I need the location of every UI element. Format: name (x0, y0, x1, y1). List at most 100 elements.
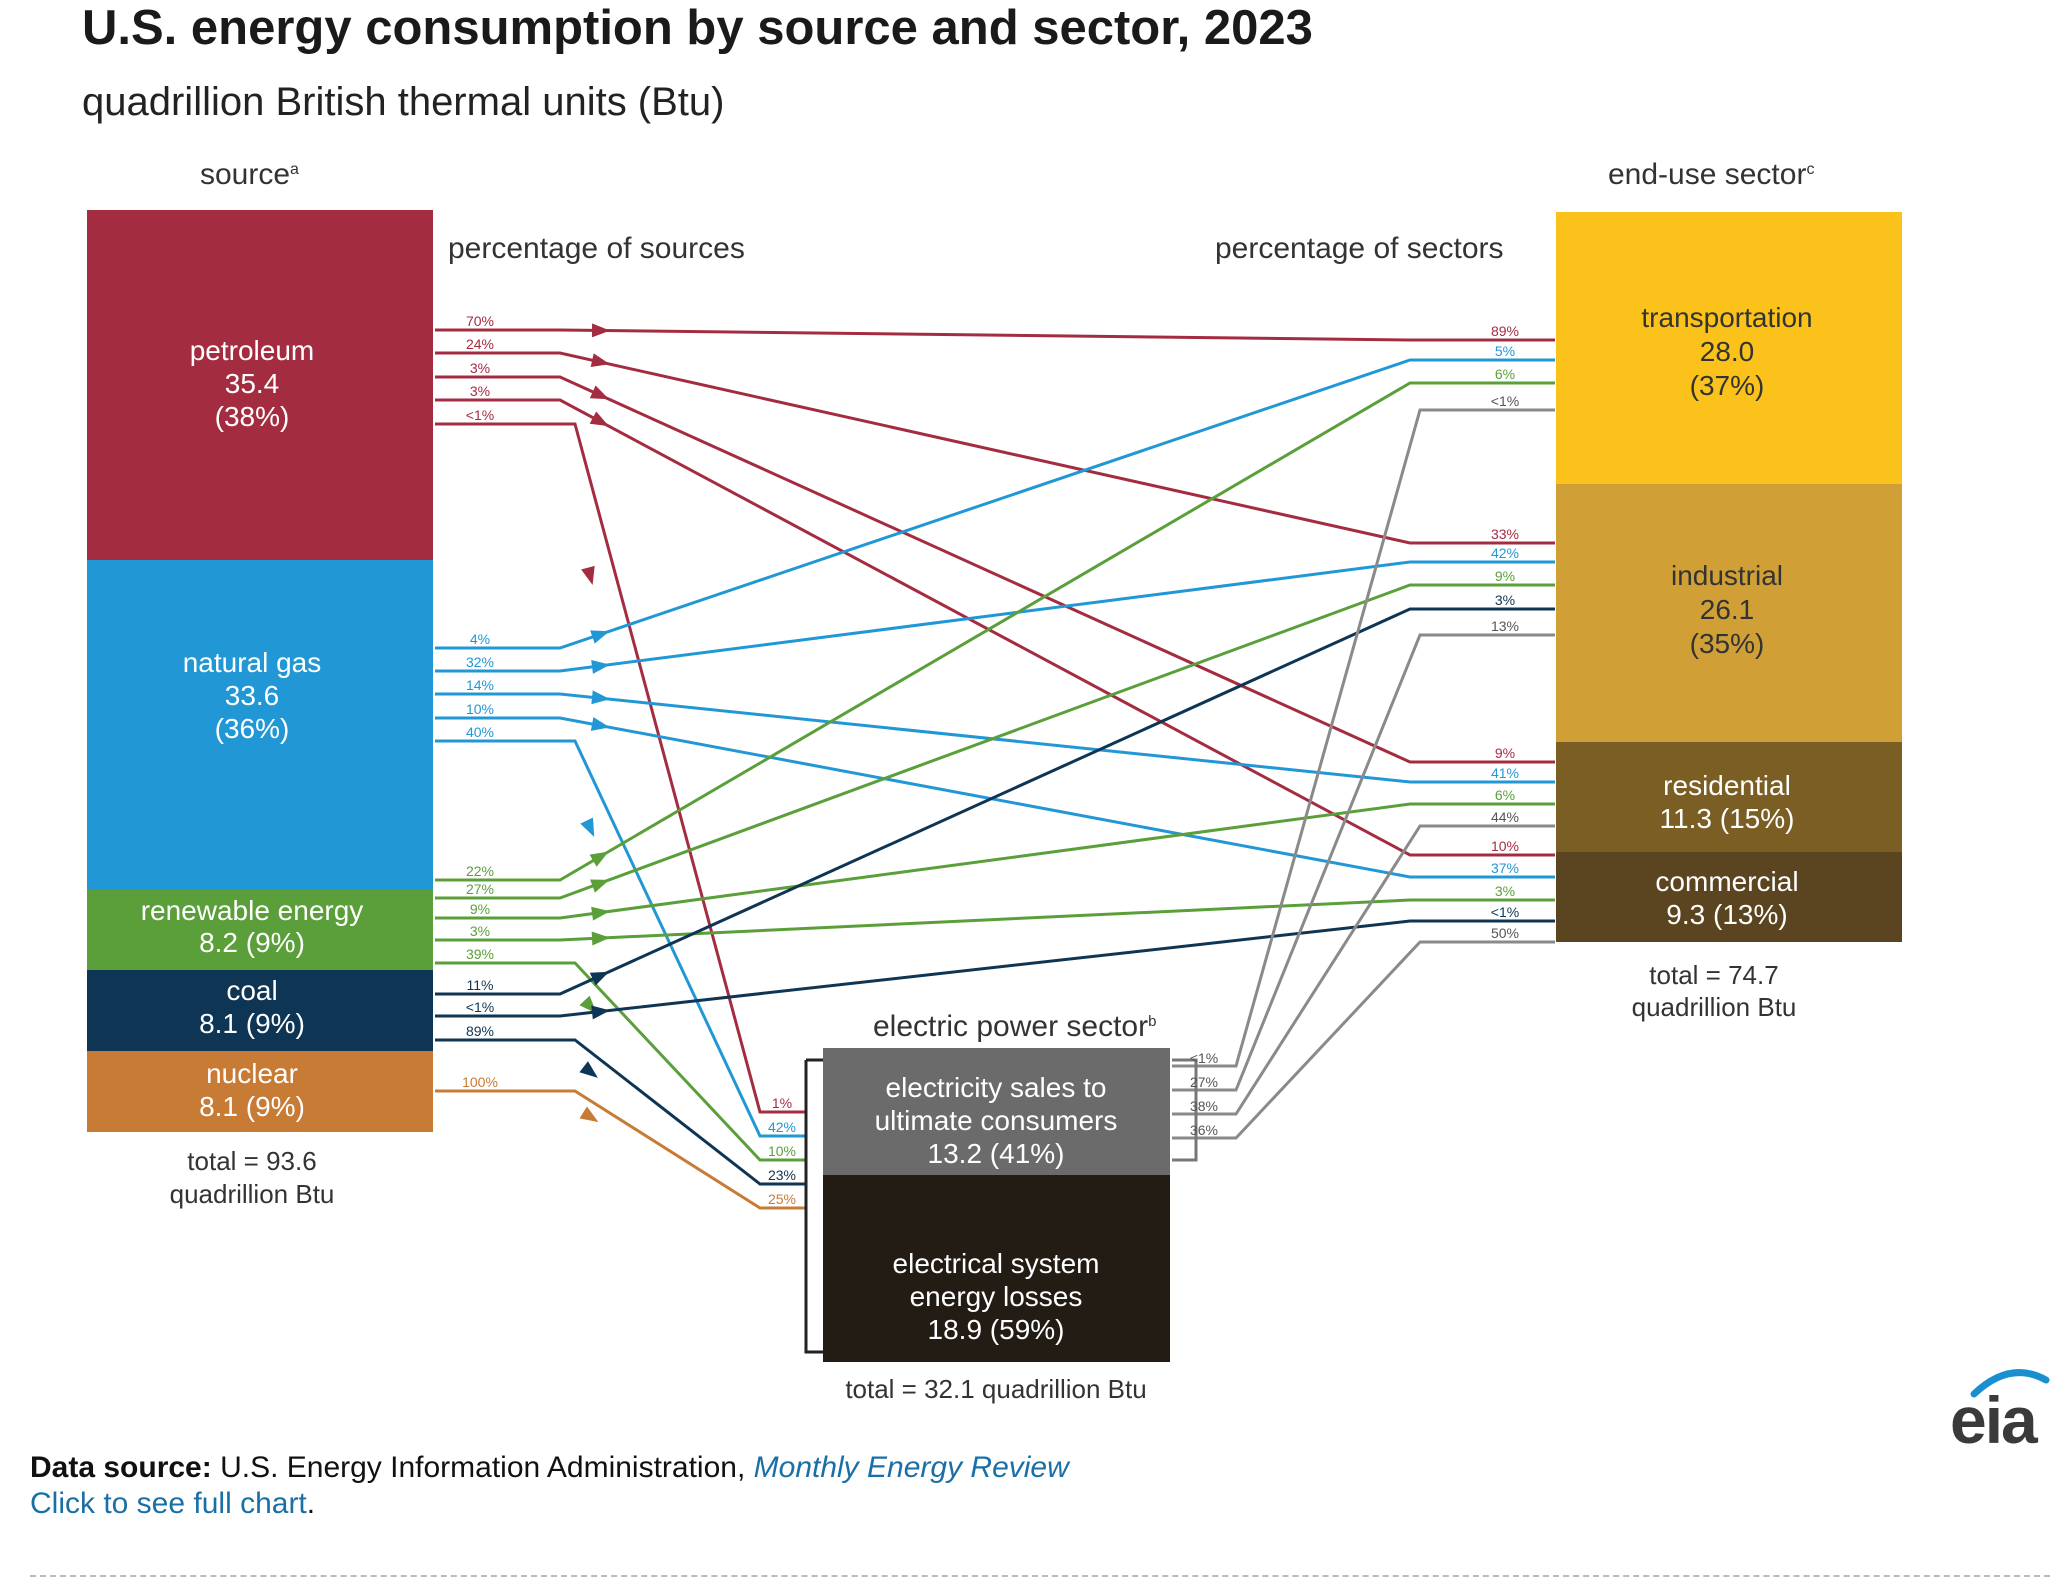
petroleum-value: 35.4 (225, 368, 280, 399)
flow-source-pct: 27% (466, 881, 494, 897)
renewable-energy-box (87, 890, 433, 970)
flow-coal-to-commercial (435, 919, 1555, 1018)
logo-text: eia (1950, 1383, 2038, 1457)
monthly-energy-review-link[interactable]: Monthly Energy Review (753, 1451, 1069, 1484)
source-total-unit: quadrillion Btu (170, 1179, 335, 1209)
electrical-losses-label-2: energy losses (910, 1281, 1083, 1312)
footer-divider (30, 1575, 2050, 1577)
chart-subtitle: quadrillion British thermal units (Btu) (82, 80, 724, 124)
flow-petroleum-to-transportation (435, 328, 1555, 342)
flow-sector-pct: 10% (1491, 838, 1519, 854)
electric-input-bracket (804, 1058, 823, 1354)
commercial-value: 9.3 (13%) (1666, 899, 1787, 930)
flow-source-pct: 4% (470, 631, 490, 647)
flow-sector-pct: 42% (1491, 545, 1519, 561)
flow-sector-pct: 6% (1495, 366, 1515, 382)
flow-sector-pct: 3% (1495, 883, 1515, 899)
flow-arrow-icon (579, 1106, 599, 1123)
data-source-text: U.S. Energy Information Administration, (211, 1451, 754, 1484)
flow-sector-pct: <1% (1491, 904, 1519, 920)
percentage-of-sectors-header: percentage of sectors (1215, 232, 1504, 265)
nuclear-box (87, 1051, 433, 1132)
logo-arc-icon (1970, 1369, 2050, 1398)
flow-sector-pct: 5% (1495, 343, 1515, 359)
petroleum-label: petroleum (190, 335, 315, 366)
transportation-value: 28.0 (1700, 336, 1755, 367)
flow-sector-pct: 89% (1491, 323, 1519, 339)
flow-arrow-icon (591, 323, 610, 338)
transportation-share: (37%) (1690, 370, 1765, 401)
industrial-label: industrial (1671, 560, 1783, 591)
flow-source-pct: 14% (466, 677, 494, 693)
flow-arrow-icon (591, 690, 610, 705)
residential-box (1556, 742, 1902, 852)
electric-output-bracket (1172, 1058, 1198, 1162)
flow-arrow-icon (590, 717, 610, 731)
flow-sector-pct: 50% (1491, 925, 1519, 941)
industrial-share: (35%) (1690, 628, 1765, 659)
natural-gas-value: 33.6 (225, 680, 280, 711)
flow-coal-to-industrial (435, 607, 1555, 996)
flow-coal-to-electric (435, 1038, 806, 1186)
flow-natural_gas-to-residential (435, 692, 1555, 784)
flow-arrow-icon (591, 659, 610, 674)
flow-sector-pct: 6% (1495, 787, 1515, 803)
full-chart-period: . (306, 1487, 316, 1520)
flow-sector-pct: 44% (1491, 809, 1519, 825)
flow-natural_gas-to-commercial (435, 716, 1555, 879)
flow-renewable-to-electric (435, 961, 806, 1162)
data-source-line: Data source: U.S. Energy Information Adm… (30, 1450, 1069, 1486)
flow-natural_gas-to-transportation (435, 358, 1555, 650)
full-chart-link[interactable]: Click to see full chart (30, 1487, 307, 1520)
flow-sector-pct: 13% (1491, 618, 1519, 634)
flow-source-pct: 36% (1190, 1122, 1218, 1138)
electric-power-sector-header: electric power sectorb (873, 1010, 1156, 1043)
flow-petroleum-to-commercial (435, 398, 1555, 857)
flow-renewable-to-industrial (435, 583, 1555, 900)
footer: Data source: U.S. Energy Information Adm… (30, 1450, 1069, 1522)
data-source-label: Data source: (30, 1451, 212, 1484)
flow-source-pct: 10% (466, 701, 494, 717)
flow-source-pct: 3% (470, 360, 490, 376)
renewable-energy-value: 8.2 (9%) (199, 927, 305, 958)
flow-source-pct: 22% (466, 863, 494, 879)
electricity-sales-label-2: ultimate consumers (875, 1105, 1118, 1136)
flow-source-pct: 38% (1190, 1098, 1218, 1114)
flow-petroleum-to-electric (435, 422, 806, 1114)
flow-electric-pct: 25% (768, 1191, 796, 1207)
full-chart-line: Click to see full chart. (30, 1486, 1069, 1522)
transportation-label: transportation (1641, 302, 1812, 333)
flow-petroleum-to-industrial (435, 351, 1555, 545)
flow-arrow-icon (590, 353, 610, 368)
flow-electricity_sales-to-transportation (1172, 408, 1555, 1068)
sector-total-unit: quadrillion Btu (1632, 992, 1797, 1022)
flow-arrow-icon (580, 817, 595, 837)
flow-source-pct: 9% (470, 901, 490, 917)
industrial-value: 26.1 (1700, 594, 1755, 625)
flow-renewable-to-transportation (435, 381, 1555, 882)
flow-arrow-icon (589, 411, 609, 427)
flow-electricity_sales-to-commercial (1172, 940, 1555, 1140)
flow-source-pct: 27% (1190, 1074, 1218, 1090)
flow-sector-pct: 41% (1491, 765, 1519, 781)
flow-source-pct: 32% (466, 654, 494, 670)
flow-arrow-icon (591, 906, 610, 921)
commercial-box (1556, 852, 1902, 942)
flow-percentage-labels: 70% 89% 24% 33% 3% 9% 3% 10% <1% 1% 4% 5% 32% 42% 14% 4… (462, 313, 1519, 1207)
flow-renewable-to-commercial (435, 898, 1555, 942)
flow-source-pct: 3% (470, 383, 490, 399)
flow-arrow-icon (589, 385, 610, 400)
flow-electricity_sales-to-residential (1172, 824, 1555, 1116)
commercial-label: commercial (1655, 866, 1798, 897)
electricity-sales-value: 13.2 (41%) (928, 1138, 1065, 1169)
eia-logo[interactable]: eia (1950, 1360, 2050, 1457)
flow-source-pct: 70% (466, 313, 494, 329)
flow-sector-pct: 3% (1495, 592, 1515, 608)
energy-flow-diagram: U.S. energy consumption by source and se… (82, 1, 1902, 1404)
natural-gas-box (87, 560, 433, 890)
flow-sector-pct: 9% (1495, 745, 1515, 761)
flow-arrow-icon (590, 630, 610, 644)
coal-label: coal (226, 975, 277, 1006)
nuclear-label: nuclear (206, 1058, 298, 1089)
flow-electric-pct: 1% (772, 1095, 792, 1111)
